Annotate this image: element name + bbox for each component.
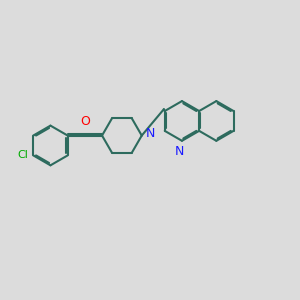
Text: N: N — [146, 127, 155, 140]
Text: O: O — [80, 115, 90, 128]
Text: Cl: Cl — [17, 150, 28, 161]
Text: N: N — [175, 145, 184, 158]
